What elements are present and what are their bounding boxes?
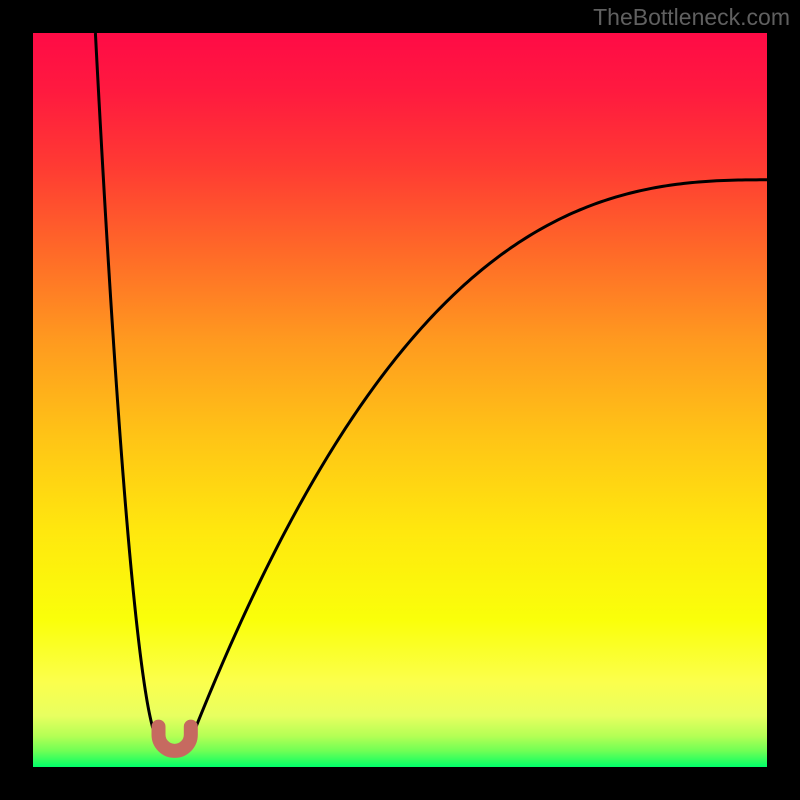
plot-area: [33, 33, 767, 767]
chart-container: TheBottleneck.com: [0, 0, 800, 800]
watermark-text: TheBottleneck.com: [593, 4, 790, 31]
gradient-background: [33, 33, 767, 767]
